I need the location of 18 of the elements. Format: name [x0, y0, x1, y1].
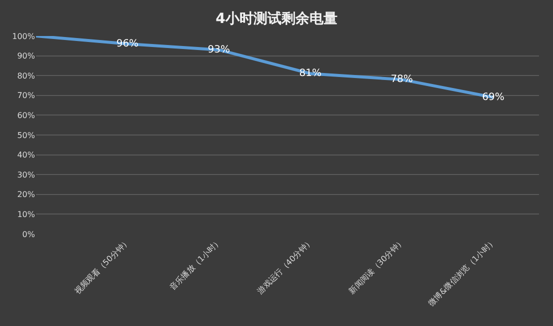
y-tick-label: 0% — [22, 230, 36, 239]
y-tick-label: 70% — [17, 91, 36, 100]
x-tick-label: 视频观看（50分钟） — [72, 236, 132, 296]
y-tick-label: 80% — [17, 71, 36, 80]
x-tick-label: 音乐播放（1小时） — [168, 236, 224, 292]
y-tick-label: 40% — [17, 150, 36, 160]
y-tick-label: 30% — [17, 170, 36, 180]
y-tick-label: 100% — [12, 32, 36, 41]
y-tick-label: 50% — [17, 130, 36, 140]
x-tick-label: 微博&微信浏览（1小时） — [426, 236, 498, 308]
data-label: 69% — [482, 92, 504, 103]
y-tick-label: 60% — [17, 111, 36, 120]
y-tick-label: 20% — [17, 190, 36, 200]
y-tick-label: 10% — [17, 210, 36, 219]
x-tick-label: 游戏运行（40分钟） — [256, 236, 315, 296]
chart-title: 4小时测试剩余电量 — [216, 10, 338, 27]
x-tick-label: 新闻阅读（30分钟） — [347, 236, 406, 296]
y-tick-label: 90% — [17, 52, 36, 61]
